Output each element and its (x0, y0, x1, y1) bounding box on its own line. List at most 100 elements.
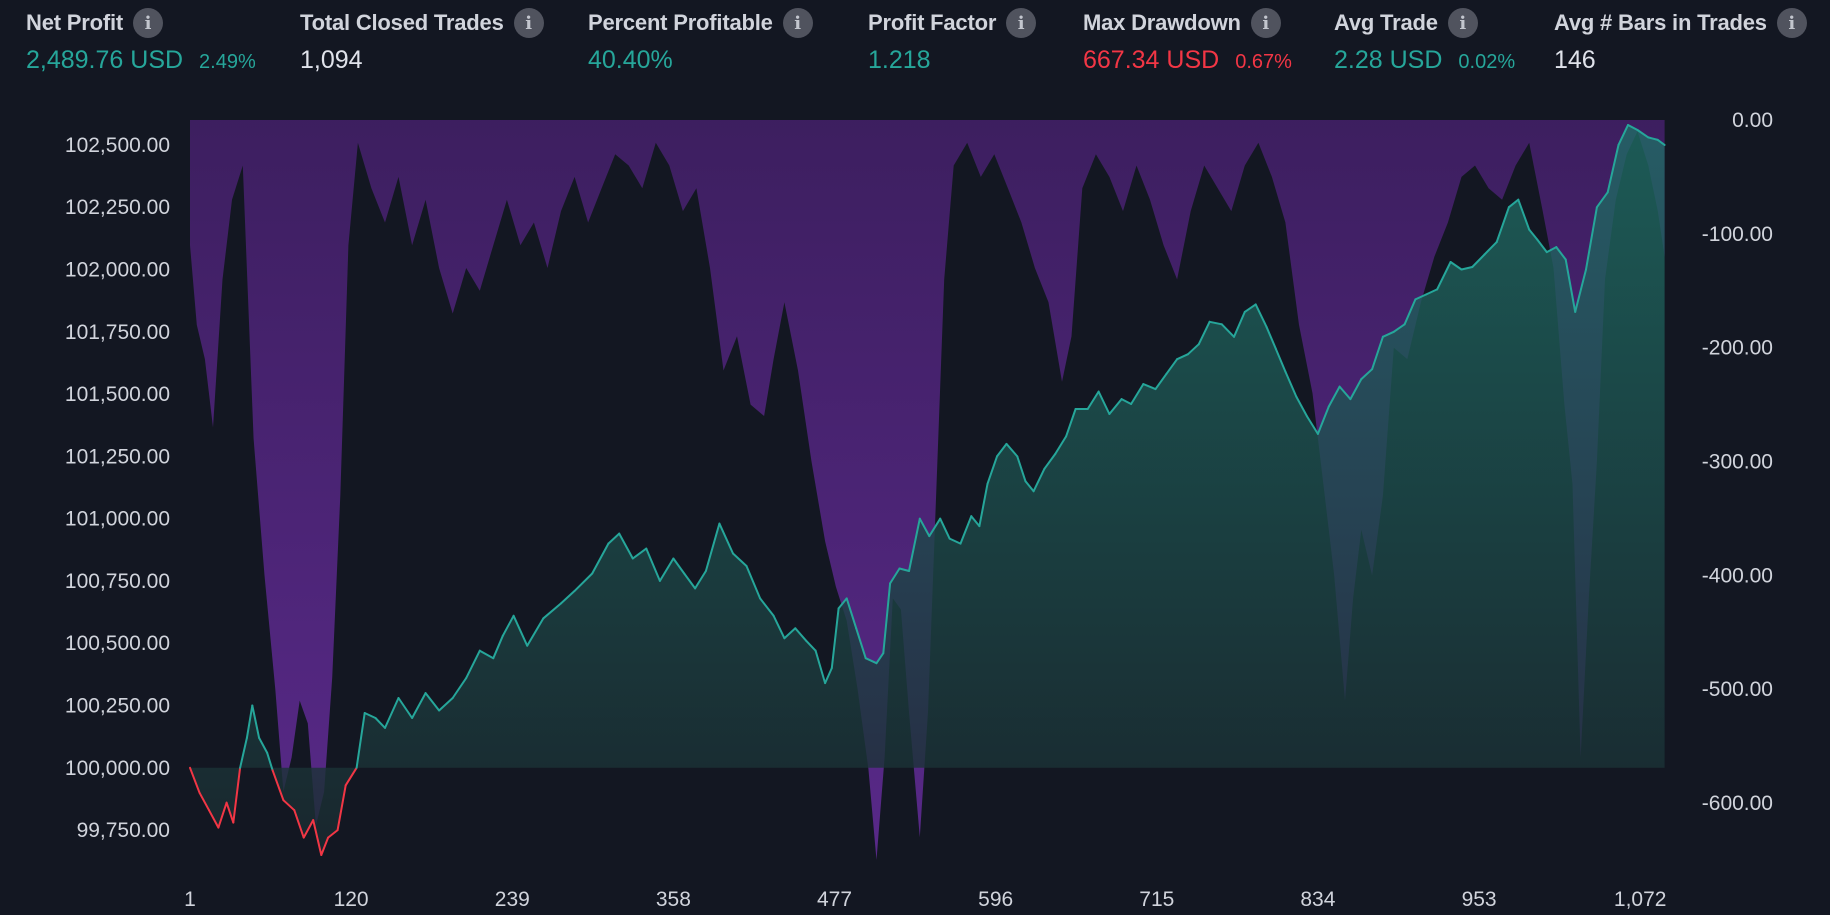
y-right-tick-label: 0.00 (1732, 109, 1773, 132)
y-left-tick-label: 101,500.00 (65, 383, 170, 406)
y-right-tick-label: -400.00 (1702, 564, 1773, 587)
y-right-tick-label: -500.00 (1702, 678, 1773, 701)
equity-line-segment (591, 542, 610, 575)
y-left-tick-label: 102,000.00 (65, 259, 170, 282)
stat-value: 2,489.76 USD (26, 46, 184, 74)
equity-line-segment (745, 565, 762, 600)
equity-line-segment (1349, 378, 1363, 401)
equity-line-segment (1306, 415, 1319, 435)
equity-line-segment (1275, 348, 1287, 373)
equity-line-segment (1284, 370, 1298, 398)
equity-line-segment (694, 570, 707, 590)
equity-line-segment (374, 717, 386, 729)
equity-line-segment (336, 784, 347, 832)
stat-header: Max Drawdown i (1083, 6, 1292, 40)
equity-line-segment (759, 597, 775, 617)
equity-line-segment (986, 455, 998, 485)
equity-line-segment (645, 547, 661, 582)
equity-line-segment (1032, 467, 1046, 493)
y-right-tick-label: -100.00 (1702, 223, 1773, 246)
equity-line-segment (824, 667, 833, 685)
x-tick-label: 239 (495, 888, 530, 911)
equity-line-segment (672, 557, 686, 575)
equity-line-segment (512, 614, 529, 647)
equity-line-segment (1338, 385, 1352, 401)
stat-value-row: 146 (1554, 46, 1807, 75)
stat-value-row: 2,489.76 USD 2.49% (26, 46, 256, 75)
stat-header: Avg # Bars in Trades i (1554, 6, 1807, 40)
equity-line-segment (1528, 228, 1539, 241)
equity-line-segment (1197, 320, 1211, 346)
equity-line-segment (704, 522, 721, 572)
info-icon[interactable]: i (1447, 8, 1478, 38)
info-icon[interactable]: i (133, 8, 164, 38)
equity-line-segment (805, 639, 817, 652)
equity-line-segment (542, 602, 562, 620)
equity-line-segment (959, 515, 973, 545)
equity-line-segment (424, 692, 441, 712)
equity-line-segment (1254, 303, 1268, 328)
equity-line-segment (1460, 266, 1474, 271)
equity-line-segment (312, 819, 323, 856)
x-tick-label: 120 (334, 888, 369, 911)
equity-line-segment (948, 537, 962, 545)
equity-line-segment (1627, 124, 1639, 131)
equity-line-segment (198, 791, 210, 812)
equity-line-segment (1108, 398, 1123, 415)
y-right-tick-label: -300.00 (1702, 451, 1773, 474)
stats-bar: Net Profit i 2,489.76 USD 2.49% Total Closed… (0, 0, 1830, 84)
stat-label: Avg Trade (1334, 10, 1438, 35)
stat-label: Avg # Bars in Trades (1554, 10, 1767, 35)
equity-line-segment (208, 809, 220, 829)
info-icon[interactable]: i (1776, 8, 1807, 38)
equity-line-segment (465, 649, 481, 680)
info-icon[interactable]: i (513, 8, 544, 38)
equity-line-segment (978, 482, 989, 528)
y-left-tick-label: 101,000.00 (65, 508, 170, 531)
equity-line-segment (772, 614, 786, 640)
equity-line-segment (837, 597, 848, 610)
equity-line-segment (363, 712, 377, 719)
info-icon[interactable]: i (782, 8, 813, 38)
equity-line-segment (1120, 398, 1133, 405)
equity-line-segment (889, 567, 901, 585)
right-axis: 0.00 -100.00 -200.00 -300.00 -400.00 -500.00 -… (1702, 109, 1773, 815)
equity-line-segment (1176, 353, 1189, 361)
equity-line-segment (1154, 373, 1168, 391)
y-left-tick-label: 99,750.00 (77, 819, 170, 842)
equity-line-segment (1130, 383, 1145, 405)
equity-line-segment (344, 766, 358, 787)
equity-line-segment (320, 836, 330, 856)
info-icon[interactable]: i (1250, 8, 1281, 38)
equity-line-segment (1545, 246, 1558, 254)
equity-line-segment (1564, 258, 1577, 313)
equity-line-segment (1392, 323, 1406, 333)
equity-line-segment (1483, 241, 1498, 256)
equity-line-segment (970, 515, 981, 528)
equity-line-segment (282, 799, 296, 812)
y-right-tick-label: -200.00 (1702, 337, 1773, 360)
stat-value: 1.218 (868, 46, 931, 74)
equity-line-segment (1436, 261, 1452, 291)
x-tick-label: 1 (184, 888, 196, 911)
y-left-tick-label: 100,000.00 (65, 757, 170, 780)
info-icon[interactable]: i (1006, 8, 1037, 38)
drawdown-area (190, 120, 1665, 860)
x-tick-label: 953 (1462, 888, 1497, 911)
equity-line-segment (1024, 480, 1035, 493)
equity-line-segment (631, 547, 648, 560)
stat-5: Avg Trade i 2.28 USD 0.02% (1334, 6, 1515, 75)
stat-label: Percent Profitable (588, 10, 773, 35)
stat-label: Total Closed Trades (300, 10, 504, 35)
equity-line-segment (1265, 325, 1277, 351)
equity-area-group (189, 124, 1666, 856)
equity-line-segment (928, 517, 942, 538)
stat-value-row: 667.34 USD 0.67% (1083, 46, 1292, 75)
stat-header: Avg Trade i (1334, 6, 1515, 40)
equity-line-segment (245, 704, 254, 739)
equity-line-segment (501, 614, 515, 637)
equity-area-fill (190, 125, 1665, 855)
y-left-tick-label: 100,750.00 (65, 570, 170, 593)
equity-line-segment (232, 766, 242, 824)
